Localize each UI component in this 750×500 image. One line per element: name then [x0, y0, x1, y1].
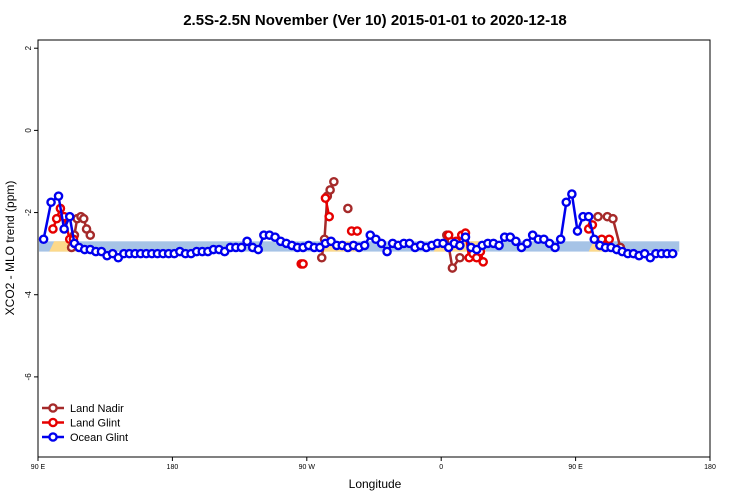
data-point [376, 238, 387, 249]
y-tick-label: -6 [24, 373, 33, 381]
data-point [443, 230, 454, 240]
data-point [253, 244, 264, 255]
data-point [59, 224, 69, 234]
data-point [455, 240, 465, 251]
x-axis-label: Longitude [349, 477, 402, 491]
x-axis: 90 E 180 90 W 0 90 E 180 [31, 457, 716, 471]
y-axis: -6 -4 -2 0 2 [24, 45, 38, 380]
legend-label: Land Nadir [70, 403, 124, 415]
y-tick-label: -4 [24, 291, 33, 299]
data-point [51, 213, 62, 224]
data-point [320, 193, 331, 203]
data-point [522, 238, 532, 249]
data-point [460, 232, 471, 243]
y-tick-label: -2 [24, 208, 33, 216]
data-point [494, 240, 504, 251]
legend-marker [48, 403, 58, 413]
x-tick-label: 90 E [31, 464, 46, 471]
x-tick-label: 90 E [568, 464, 583, 471]
data-point [572, 226, 583, 236]
x-tick-label: 180 [167, 464, 179, 471]
y-tick-label: 0 [24, 128, 33, 133]
data-point [343, 203, 353, 214]
data-point [324, 211, 335, 222]
data-point [455, 252, 465, 263]
plot-frame [37, 39, 711, 458]
legend-marker [48, 432, 58, 442]
legend-marker [48, 417, 58, 428]
data-point [555, 234, 566, 245]
data-point [359, 240, 370, 251]
data-point [550, 242, 560, 253]
chart-title: 2.5S-2.5N November (Ver 10) 2015-01-01 t… [183, 12, 567, 29]
data-point [78, 213, 89, 224]
legend-label: Ocean Glint [70, 432, 128, 444]
data-point [589, 234, 600, 245]
data-point [561, 197, 572, 208]
data-point [667, 248, 678, 259]
data-point [593, 211, 603, 222]
data-point [53, 191, 64, 201]
data-point [608, 213, 618, 224]
data-point [382, 246, 392, 257]
data-point [64, 211, 75, 222]
data-point [48, 224, 58, 234]
data-point [604, 234, 615, 245]
series-ocean-glint [38, 189, 678, 263]
legend: Land Nadir Land Glint Ocean Glint [42, 403, 128, 444]
data-point [316, 252, 327, 263]
series-layer [38, 176, 678, 273]
data-point [583, 211, 594, 222]
data-point [511, 236, 521, 247]
data-point [567, 189, 577, 199]
data-point [478, 257, 489, 267]
data-point [298, 259, 308, 269]
data-point [352, 226, 363, 236]
y-tick-label: 2 [24, 45, 33, 50]
data-point [242, 236, 252, 247]
data-point [85, 230, 96, 240]
x-tick-label: 90 W [299, 464, 316, 471]
data-point [447, 263, 458, 273]
legend-label: Land Glint [70, 418, 120, 430]
data-point [329, 176, 339, 187]
data-point [38, 234, 49, 245]
y-axis-label: XCO2 - MLO trend (ppm) [3, 181, 17, 316]
data-point [325, 185, 335, 195]
data-point [46, 197, 56, 208]
x-tick-label: 0 [439, 464, 443, 471]
data-point [236, 242, 247, 253]
x-tick-label: 180 [704, 464, 716, 471]
